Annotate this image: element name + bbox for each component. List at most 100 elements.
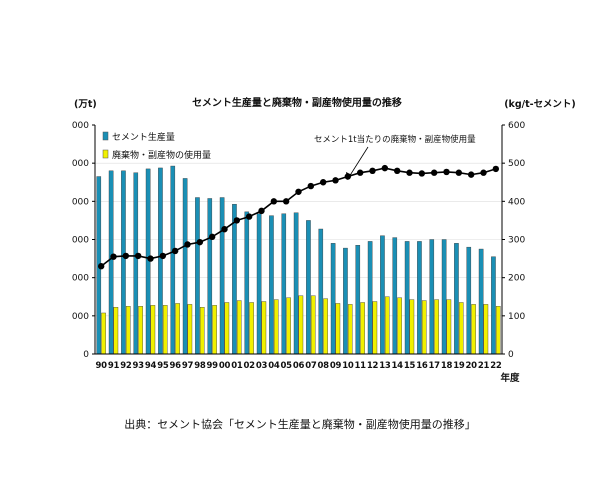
right-axis-unit: (kg/t-セメント): [504, 99, 576, 110]
per-ton-usage-point: [480, 169, 487, 176]
cement-production-bar: [195, 197, 200, 355]
waste-usage-bar: [495, 306, 501, 355]
chart-title: セメント生産量と廃棄物・副産物使用量の推移: [192, 96, 402, 109]
per-ton-usage-point: [147, 255, 154, 262]
gridlines: [95, 162, 502, 317]
line-annotation: セメント1t当たりの廃棄物・副産物使用量: [314, 134, 476, 145]
legend-swatch-cement: [102, 131, 109, 141]
x-tick-label: 21: [478, 361, 490, 371]
waste-usage-bar: [298, 295, 304, 355]
cement-production-bar: [219, 197, 225, 355]
waste-usage-bar: [471, 304, 476, 355]
per-ton-usage-point: [467, 171, 475, 178]
right-y-tick-label: 600: [508, 121, 525, 131]
waste-usage-bar: [249, 302, 254, 355]
cement-production-bar: [478, 248, 484, 355]
x-tick-label: 20: [466, 361, 478, 371]
cement-production-bar: [454, 243, 459, 355]
right-y-tick-label: 0: [508, 350, 514, 360]
per-ton-usage-point: [159, 252, 167, 260]
waste-usage-bar: [384, 296, 390, 355]
per-ton-usage-point: [122, 252, 130, 260]
legend-swatch-waste: [102, 149, 109, 159]
x-tick-label: 03: [256, 361, 268, 371]
per-ton-usage-point: [418, 170, 426, 177]
x-tick-label: 99: [207, 361, 219, 371]
x-tick-label: 11: [355, 361, 367, 371]
waste-usage-bar: [323, 298, 328, 355]
waste-usage-bar: [138, 306, 143, 355]
bar-series: [96, 165, 501, 355]
waste-usage-bar: [421, 300, 427, 355]
waste-usage-bar: [150, 305, 156, 355]
cement-production-bar: [404, 241, 410, 355]
cement-production-bar: [121, 170, 126, 355]
right-y-tick-label: 300: [508, 236, 525, 246]
per-ton-usage-point: [369, 167, 376, 174]
x-tick-label: 96: [170, 361, 182, 371]
per-ton-usage-point: [171, 247, 179, 255]
per-ton-usage-point: [97, 263, 105, 270]
per-ton-usage-point: [258, 207, 265, 215]
x-tick-label: 08: [318, 361, 330, 371]
x-tick-label: 09: [330, 361, 342, 371]
right-y-tick-label: 400: [508, 197, 525, 207]
line-series: [97, 164, 500, 270]
left-y-tick-label: 000: [72, 197, 89, 207]
x-tick-label: 01: [231, 361, 243, 371]
waste-usage-bar: [236, 300, 242, 355]
x-tick-label: 98: [194, 361, 206, 371]
cement-production-bar: [380, 235, 385, 355]
cement-production-bar: [355, 245, 361, 355]
left-y-tick-label: 000: [72, 274, 89, 284]
x-tick-label: 91: [108, 361, 120, 371]
right-y-tick-label: 100: [508, 312, 525, 322]
cement-production-bar: [232, 203, 237, 355]
per-ton-usage-point: [307, 182, 315, 190]
waste-usage-bar: [360, 302, 365, 355]
cement-production-bar: [182, 178, 188, 355]
left-y-tick-label: 000: [72, 159, 89, 169]
right-y-ticks: 600 500 400 300 200 100 0: [502, 121, 525, 360]
x-tick-label: 13: [379, 361, 391, 371]
waste-usage-bar: [199, 307, 205, 355]
per-ton-usage-point: [134, 252, 142, 260]
waste-usage-bar: [458, 302, 464, 355]
waste-usage-bar: [273, 299, 279, 355]
per-ton-usage-point: [443, 168, 450, 176]
per-ton-usage-point: [245, 213, 253, 220]
waste-usage-bar: [113, 307, 119, 355]
per-ton-usage-point: [319, 179, 327, 186]
cement-production-bar: [281, 213, 287, 355]
waste-usage-bar: [409, 299, 415, 355]
x-tick-label: 07: [305, 361, 317, 371]
waste-usage-bar: [175, 303, 180, 355]
per-ton-usage-point: [270, 198, 278, 205]
per-ton-usage-point: [455, 169, 463, 176]
x-tick-label: 18: [441, 361, 453, 371]
cement-production-bar: [343, 247, 348, 355]
x-axis-label: 年度: [500, 372, 520, 384]
cement-production-bar: [207, 198, 213, 355]
source-note: 出典：セメント協会「セメント生産量と廃棄物・副産物使用量の推移」: [124, 418, 476, 431]
annotation-arrow: [348, 146, 369, 178]
per-ton-usage-point: [381, 164, 389, 172]
x-tick-label: 94: [145, 361, 157, 371]
cement-production-bar: [491, 256, 496, 355]
waste-usage-bar: [261, 301, 267, 355]
x-tick-label: 16: [416, 361, 428, 371]
waste-usage-bar: [434, 299, 439, 355]
cement-production-bar: [108, 170, 114, 355]
waste-usage-bar: [397, 297, 402, 355]
x-ticks: 90 91 92 93 94 95 96 97 98 99 00 01 02 03 04 05 06 07 08 09…: [96, 361, 503, 371]
x-tick-label: 17: [429, 361, 441, 371]
per-ton-usage-point: [110, 253, 117, 260]
left-y-tick-label: 0: [83, 350, 89, 360]
per-ton-usage-point: [492, 165, 500, 173]
cement-production-bar: [441, 239, 447, 355]
cement-production-bar: [417, 241, 422, 355]
cement-production-bar: [293, 212, 299, 355]
legend-label-cement: セメント生産量: [112, 131, 175, 143]
